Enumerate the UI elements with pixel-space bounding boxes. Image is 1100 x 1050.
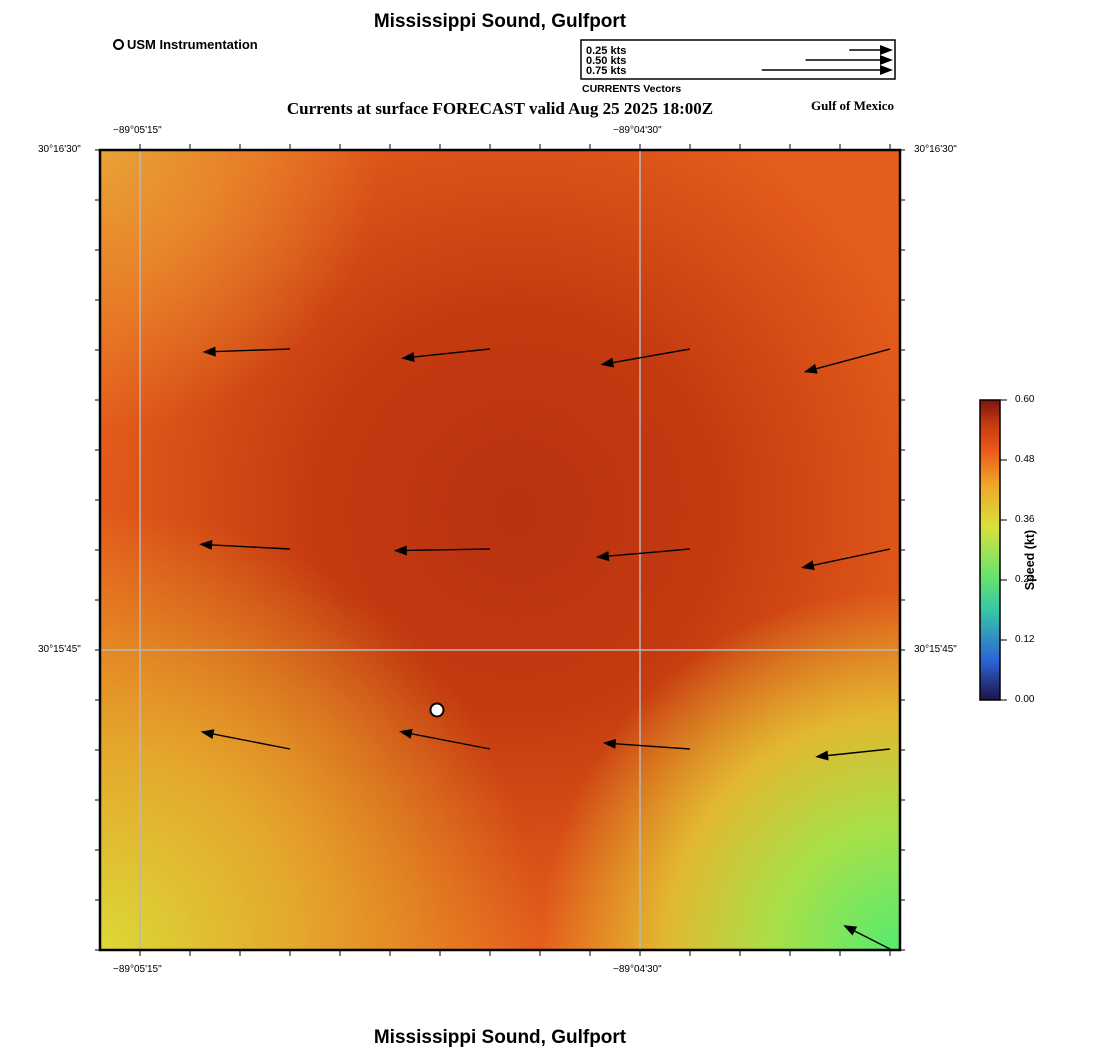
- current-vector-shaft: [608, 548, 691, 557]
- current-vector-shaft: [406, 548, 491, 552]
- current-vector: [202, 346, 291, 357]
- colorbar-label-5: 0.12: [1015, 634, 1035, 645]
- lon-tick-bottom-2: −89°04'30": [613, 964, 662, 975]
- current-vector: [600, 348, 691, 368]
- vector-legend-arrow: [761, 65, 893, 75]
- lon-tick-top-2: −89°04'30": [613, 125, 662, 136]
- current-vector: [393, 545, 491, 556]
- current-vector: [800, 548, 891, 571]
- current-vector-head: [800, 560, 815, 571]
- vector-legend-arrow-head: [880, 45, 893, 55]
- current-vector-shaft: [828, 748, 891, 757]
- vector-legend-arrow-head: [880, 65, 893, 75]
- map-title: Mississippi Sound, Gulfport: [373, 11, 627, 32]
- current-vector: [199, 539, 291, 550]
- current-vector-head: [202, 346, 216, 357]
- lat-tick-right-2: 30°15'45": [914, 644, 957, 655]
- colorbar-label-1: 0.60: [1015, 394, 1035, 405]
- current-vector-head: [398, 728, 413, 739]
- lat-tick-right-1: 30°16'30": [914, 144, 957, 155]
- frame-ticks: [95, 144, 905, 956]
- current-vector: [815, 748, 891, 761]
- current-vector-head: [600, 357, 615, 368]
- speed-field-southeast: [100, 150, 900, 950]
- colorbar-label-3: 0.36: [1015, 514, 1035, 525]
- current-vector: [595, 548, 691, 562]
- region-label: Gulf of Mexico: [811, 98, 895, 113]
- lon-tick-bottom-1: −89°05'15": [113, 964, 162, 975]
- vector-legend-arrow-head: [880, 55, 893, 65]
- current-vector-head: [393, 545, 407, 556]
- current-vector-head: [815, 750, 829, 761]
- colorbar-label-2: 0.48: [1015, 454, 1035, 465]
- colorbar-label-6: 0.00: [1015, 694, 1035, 705]
- speed-field: [100, 150, 900, 950]
- current-vector-shaft: [213, 733, 291, 750]
- lat-tick-left-2: 30°15'45": [38, 644, 81, 655]
- current-vector: [200, 729, 291, 750]
- current-vector: [843, 925, 891, 950]
- current-vector-shaft: [411, 733, 491, 750]
- current-vector: [602, 738, 691, 750]
- vector-legend-caption: CURRENTS Vectors: [582, 83, 682, 95]
- current-vector-head: [602, 738, 617, 749]
- current-vector-shaft: [615, 743, 691, 750]
- current-vector-shaft: [854, 930, 891, 950]
- current-vector-head: [843, 925, 858, 936]
- vector-legend-arrow: [805, 55, 893, 65]
- footer-title: Mississippi Sound, Gulfport: [373, 1027, 627, 1048]
- vector-legend-arrow: [849, 45, 893, 55]
- current-vector-head: [803, 363, 818, 374]
- current-vector-shaft: [813, 548, 891, 566]
- current-vector-shaft: [816, 348, 891, 370]
- current-vector-head: [199, 539, 213, 550]
- station-marker: [429, 702, 445, 718]
- current-vector-head: [200, 729, 215, 740]
- current-vector-head: [401, 351, 415, 362]
- current-vector: [401, 348, 491, 362]
- vector-legend-label: 0.50 kts: [586, 55, 626, 67]
- current-vector-shaft: [212, 544, 291, 550]
- colorbar: [979, 399, 1007, 701]
- lat-tick-left-1: 30°16'30": [38, 144, 81, 155]
- colorbar-label-4: 0.24: [1015, 574, 1035, 585]
- open-circle-icon: [113, 39, 124, 50]
- current-vector-head: [595, 551, 610, 562]
- vector-legend-label: 0.75 kts: [586, 65, 626, 77]
- current-vector-shaft: [414, 348, 491, 358]
- vector-legend-label: 0.25 kts: [586, 45, 626, 57]
- current-vector: [803, 348, 891, 374]
- station-legend-label: USM Instrumentation: [127, 37, 258, 52]
- colorbar-frame: [979, 399, 1001, 701]
- current-vector: [398, 728, 491, 750]
- lon-tick-top-1: −89°05'15": [113, 125, 162, 136]
- map-subtitle: Currents at surface FORECAST valid Aug 2…: [286, 99, 714, 118]
- colorbar-ramp: [980, 400, 1000, 700]
- current-vector-shaft: [215, 348, 291, 353]
- station-legend: USM Instrumentation: [113, 37, 258, 52]
- current-vector-shaft: [613, 348, 691, 364]
